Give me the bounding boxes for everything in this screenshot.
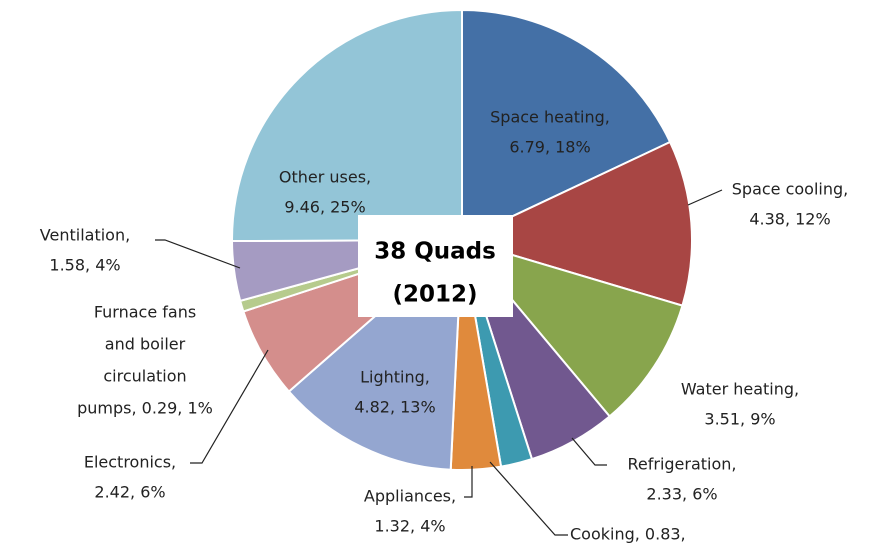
slice <box>461 8 672 242</box>
data-label: and boiler <box>105 335 186 354</box>
leader-line <box>687 189 723 206</box>
data-label: pumps, 0.29, 1% <box>77 399 213 418</box>
annotation: 38 Quads <box>374 239 496 265</box>
data-label: 6.79, 18% <box>509 138 590 157</box>
data-label: 2.33, 6% <box>646 485 717 504</box>
data-label: 1.32, 4% <box>374 517 445 536</box>
data-label: 2.42, 6% <box>94 483 165 502</box>
data-label: Water heating, <box>681 380 799 399</box>
slice <box>459 140 693 307</box>
data-label: 1.58, 4% <box>49 256 120 275</box>
leader-line <box>571 437 607 466</box>
data-label: 4.82, 13% <box>354 398 435 417</box>
data-label: circulation <box>103 367 186 386</box>
data-label: Cooking, 0.83, <box>570 525 686 544</box>
leader-line <box>464 466 473 498</box>
slice <box>459 238 684 418</box>
center-box <box>358 215 513 317</box>
annotation: (2012) <box>392 282 477 308</box>
data-label: Electronics, <box>84 453 176 472</box>
data-label: Appliances, <box>364 487 456 506</box>
data-label: Lighting, <box>360 368 430 387</box>
data-label: Refrigeration, <box>627 455 736 474</box>
data-label: 9.46, 25% <box>284 198 365 217</box>
data-label: 4.38, 12% <box>749 210 830 229</box>
leader-line <box>155 239 241 269</box>
data-label: Other uses, <box>279 168 371 187</box>
data-label: Furnace fans <box>94 303 196 322</box>
leader-line <box>489 461 568 536</box>
slice <box>231 8 463 243</box>
data-label: Ventilation, <box>40 226 130 245</box>
data-label: Space cooling, <box>732 180 849 199</box>
data-label: Space heating, <box>490 108 610 127</box>
data-label: 3.51, 9% <box>704 410 775 429</box>
leader-line <box>190 349 269 464</box>
